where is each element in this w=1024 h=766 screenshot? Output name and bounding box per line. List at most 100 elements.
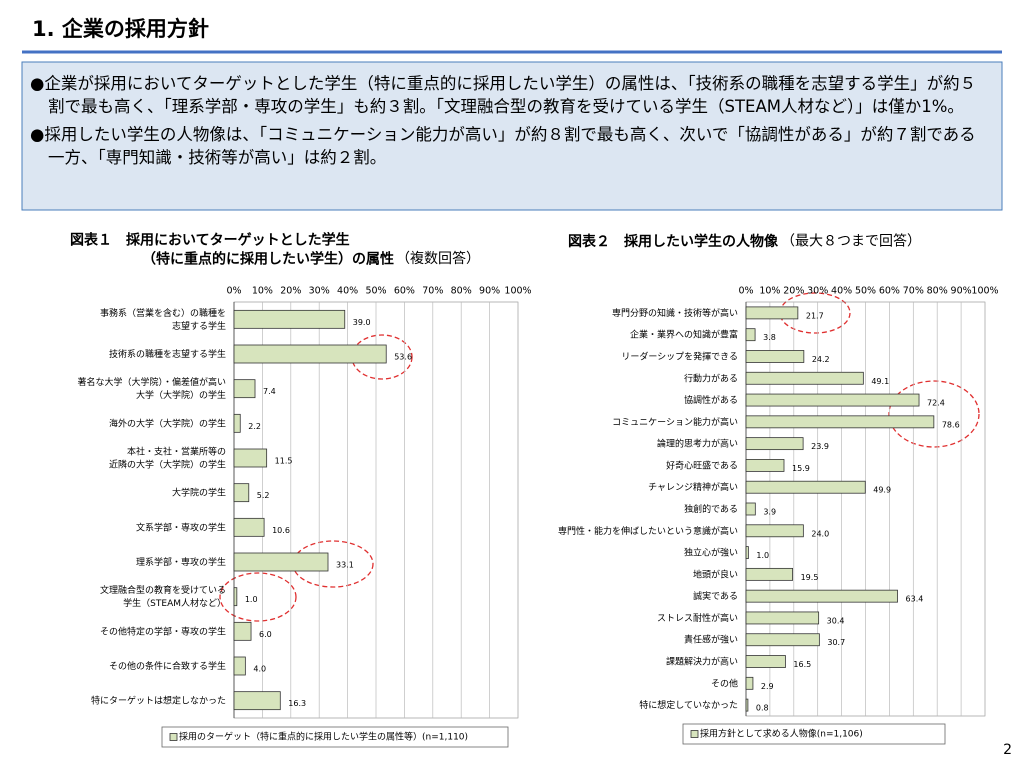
x-tick-label: 40% — [337, 286, 358, 297]
x-tick-label: 100% — [504, 286, 531, 297]
page-number: 2 — [1003, 742, 1012, 758]
category-label: 課題解決力が高い — [666, 655, 738, 667]
bar — [745, 524, 804, 538]
x-tick-label: 90% — [951, 286, 972, 297]
category-label: リーダーシップを発揮できる — [621, 350, 738, 362]
page-title: 1. 企業の採用方針 — [32, 17, 209, 41]
bar — [745, 350, 805, 363]
legend-box — [682, 723, 946, 745]
bar — [745, 306, 799, 320]
bar — [745, 655, 786, 668]
value-label: 78.6 — [942, 420, 960, 429]
x-tick-label: 60% — [879, 286, 900, 297]
value-label: 16.5 — [793, 660, 811, 669]
value-label: 53.6 — [394, 353, 412, 362]
category-label: 誠実である — [693, 590, 738, 602]
value-label: 5.2 — [257, 491, 270, 500]
category-label: 協調性がある — [684, 394, 738, 406]
chart-title: 図表２ 採用したい学生の人物像 — [568, 233, 779, 250]
category-label: ストレス耐性が高い — [657, 611, 738, 623]
value-label: 39.0 — [353, 318, 371, 327]
value-label: 21.7 — [806, 311, 824, 320]
value-label: 33.1 — [336, 561, 354, 570]
value-label: 6.0 — [259, 630, 272, 639]
legend-box — [161, 726, 509, 748]
bar — [745, 328, 756, 342]
bar — [745, 676, 754, 690]
legend-swatch — [690, 730, 699, 738]
x-tick-label: 80% — [927, 286, 948, 297]
category-label: 論理的思考力が高い — [657, 437, 738, 449]
x-tick-label: 100% — [971, 286, 998, 297]
category-label: コミュニケーション能力が高い — [612, 415, 738, 427]
bullet: ●採用したい学生の人物像は、「コミュニケーション能力が高い」が約８割で最も高く、… — [30, 125, 976, 167]
category-label: 企業・業界への知識が豊富 — [630, 328, 738, 340]
category-label: 文理融合型の教育を受けている学生（STEAM人材など） — [100, 584, 226, 609]
value-label: 19.5 — [801, 573, 819, 582]
legend-swatch — [169, 733, 178, 741]
legend-label: 採用方針として求める人物像(n=1,106) — [700, 728, 863, 740]
bar — [233, 379, 256, 399]
bar — [745, 698, 749, 712]
category-label: 好奇心旺盛である — [666, 459, 738, 471]
bar — [233, 691, 281, 711]
x-tick-label: 20% — [280, 286, 301, 297]
bar — [745, 546, 749, 559]
bar — [745, 371, 864, 385]
category-label: 専門性・能力を伸ばしたいという意識が高い — [558, 524, 738, 536]
value-label: 7.4 — [263, 387, 276, 396]
value-label: 11.5 — [275, 457, 293, 466]
value-label: 24.2 — [812, 355, 830, 364]
value-label: 0.8 — [756, 704, 769, 713]
bar — [745, 502, 756, 516]
bar — [233, 552, 329, 572]
bar — [745, 459, 785, 472]
category-label: 地頭が良い — [693, 568, 738, 580]
x-tick-label: 30% — [309, 286, 330, 297]
category-label: 大学院の学生 — [172, 486, 226, 498]
bullet: ●企業が採用においてターゲットとした学生（特に重点的に採用したい学生）の属性は、… — [30, 74, 976, 116]
value-label: 3.8 — [763, 333, 776, 342]
value-label: 49.9 — [873, 486, 891, 495]
bar — [233, 656, 246, 676]
value-label: 10.6 — [272, 526, 290, 535]
x-tick-label: 60% — [394, 286, 415, 297]
category-label: その他特定の学部・専攻の学生 — [100, 625, 226, 637]
x-tick-label: 0% — [738, 286, 753, 297]
category-label: チャレンジ精神が高い — [648, 481, 738, 493]
x-tick-label: 50% — [855, 286, 876, 297]
value-label: 1.0 — [756, 551, 769, 560]
category-label: 特にターゲットは想定しなかった — [91, 694, 226, 706]
category-label: 責任感が強い — [684, 633, 738, 645]
bar — [745, 567, 794, 581]
x-tick-label: 90% — [479, 286, 500, 297]
x-tick-label: 80% — [451, 286, 472, 297]
category-label: 著名な大学（大学院）・偏差値が高い大学（大学院）の学生 — [77, 376, 226, 401]
bar — [233, 621, 252, 641]
value-label: 4.0 — [253, 665, 266, 674]
category-label: 特に想定していなかった — [639, 699, 738, 711]
category-label: その他の条件に合致する学生 — [109, 660, 226, 672]
value-label: 2.2 — [248, 422, 261, 431]
bar — [233, 448, 268, 468]
chart-subtitle: （最大８つまで回答） — [781, 233, 921, 250]
bullets: ●企業が採用においてターゲットとした学生（特に重点的に採用したい学生）の属性は、… — [30, 74, 976, 167]
bar — [233, 413, 241, 433]
category-label: 理系学部・専攻の学生 — [136, 556, 226, 568]
x-tick-label: 0% — [226, 286, 241, 297]
value-label: 63.4 — [906, 595, 924, 604]
bar — [745, 633, 820, 647]
bar — [233, 309, 346, 329]
x-tick-label: 50% — [365, 286, 386, 297]
bar — [745, 437, 804, 451]
value-label: 49.1 — [871, 377, 889, 386]
category-label: その他 — [711, 677, 738, 689]
category-label: 専門分野の知識・技術等が高い — [612, 306, 738, 318]
category-label: 独立心が強い — [684, 546, 738, 558]
value-label: 3.9 — [763, 508, 776, 517]
bar — [233, 344, 387, 364]
value-label: 24.0 — [811, 529, 829, 538]
value-label: 72.4 — [927, 399, 945, 408]
